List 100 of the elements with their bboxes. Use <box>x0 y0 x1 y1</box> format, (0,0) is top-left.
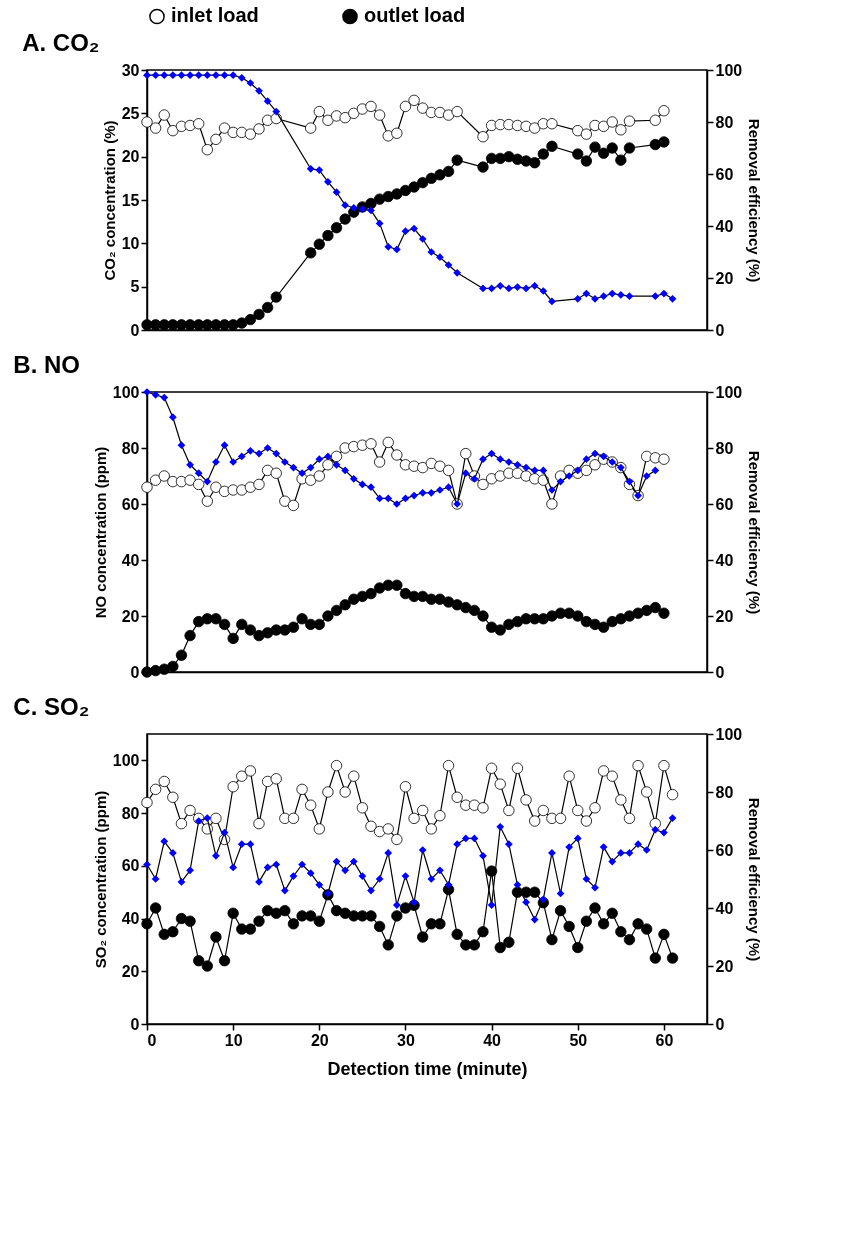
point <box>417 102 429 114</box>
y-tick-label: 40 <box>121 551 140 569</box>
y2-tick-label: 80 <box>715 439 734 457</box>
point <box>194 469 203 478</box>
y-tick-label: 0 <box>130 663 140 681</box>
y2-axis-title: Removal efficiency (%) <box>746 118 764 283</box>
point <box>453 268 462 277</box>
y2-tick-label: 40 <box>715 899 734 917</box>
point <box>599 452 608 461</box>
point <box>572 125 584 137</box>
point <box>573 294 582 303</box>
chart-title: C. SO₂ <box>13 693 90 720</box>
point <box>591 449 599 458</box>
point <box>606 142 618 154</box>
point <box>218 122 231 134</box>
point <box>261 301 274 314</box>
y-tick-label: 20 <box>121 607 140 625</box>
point <box>305 247 317 259</box>
point <box>167 319 179 331</box>
y-tick-label: 100 <box>112 751 140 769</box>
point <box>339 213 351 225</box>
y-tick-label: 20 <box>121 148 140 166</box>
y2-axis-title: Removal efficiency (%) <box>746 797 764 962</box>
point <box>220 71 229 80</box>
point <box>580 155 593 167</box>
point <box>451 154 463 166</box>
point <box>504 458 513 466</box>
point <box>658 136 670 148</box>
point <box>236 317 248 329</box>
point <box>358 480 367 489</box>
point <box>660 289 668 298</box>
point <box>444 483 453 492</box>
y-tick-label: 80 <box>121 804 140 822</box>
point <box>193 118 205 130</box>
point <box>487 449 496 458</box>
point <box>589 141 601 153</box>
point <box>203 477 212 486</box>
point <box>451 105 463 118</box>
point <box>261 114 274 126</box>
y-tick-label: 15 <box>121 191 140 209</box>
point <box>341 201 350 210</box>
point <box>625 292 634 301</box>
point <box>539 466 548 475</box>
y2-tick-label: 0 <box>715 1015 725 1033</box>
point <box>556 477 565 486</box>
x-tick-label: 60 <box>655 1031 674 1049</box>
point <box>203 71 212 80</box>
point <box>212 71 220 80</box>
point <box>349 203 358 212</box>
y-tick-label: 25 <box>121 104 140 122</box>
point <box>305 122 317 134</box>
y2-tick-label: 40 <box>715 217 734 235</box>
point <box>392 500 401 508</box>
point <box>548 297 556 306</box>
y2-tick-label: 0 <box>715 321 725 339</box>
point <box>504 284 513 293</box>
point <box>606 116 618 128</box>
point <box>298 469 306 478</box>
point <box>229 71 238 80</box>
point <box>408 181 420 193</box>
point <box>315 455 324 464</box>
point <box>434 106 446 119</box>
point <box>401 494 410 503</box>
point <box>194 71 203 80</box>
point <box>253 308 265 321</box>
point <box>442 109 455 121</box>
point <box>332 460 341 469</box>
point <box>186 460 194 469</box>
y2-axis-title: Removal efficiency (%) <box>746 450 764 615</box>
legend-label: outlet load <box>364 4 466 27</box>
point <box>367 483 375 492</box>
point <box>168 71 177 80</box>
y2-tick-label: 40 <box>715 551 734 569</box>
point <box>255 449 263 458</box>
y2-tick-label: 60 <box>715 495 734 513</box>
point <box>280 458 289 466</box>
point <box>546 118 558 130</box>
point <box>597 147 610 159</box>
point <box>151 71 160 80</box>
point <box>272 107 281 116</box>
point <box>375 494 384 503</box>
point <box>461 469 470 478</box>
point <box>177 71 186 80</box>
point <box>149 122 162 134</box>
point <box>625 477 634 486</box>
point <box>237 452 246 461</box>
point <box>470 474 479 483</box>
point <box>408 94 420 106</box>
x-axis-title: Detection time (minute) <box>327 1058 528 1079</box>
y2-tick-label: 60 <box>715 165 734 183</box>
point <box>503 151 515 163</box>
point <box>427 488 436 497</box>
point <box>649 114 661 126</box>
point <box>513 460 522 469</box>
point <box>399 100 412 113</box>
point <box>529 122 541 134</box>
point <box>270 291 282 303</box>
y2-tick-label: 60 <box>715 841 734 859</box>
point <box>477 161 489 173</box>
point <box>582 289 591 298</box>
